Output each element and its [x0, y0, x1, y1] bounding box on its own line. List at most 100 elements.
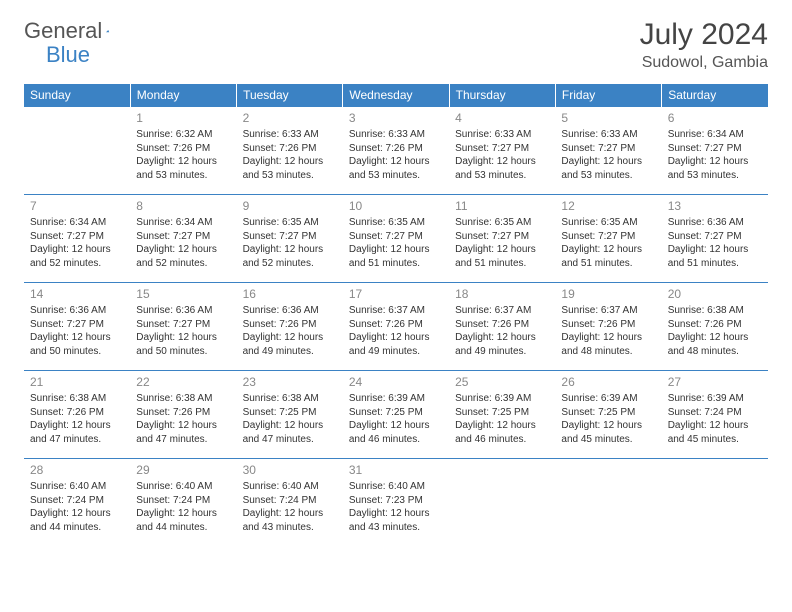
day-cell: 28Sunrise: 6:40 AMSunset: 7:24 PMDayligh… [24, 459, 130, 547]
daylight-text: Daylight: 12 hours and 53 minutes. [243, 155, 337, 182]
sunset-text: Sunset: 7:26 PM [243, 318, 337, 332]
daylight-text: Daylight: 12 hours and 53 minutes. [668, 155, 762, 182]
daylight-text: Daylight: 12 hours and 47 minutes. [136, 419, 230, 446]
daylight-text: Daylight: 12 hours and 51 minutes. [561, 243, 655, 270]
sunrise-text: Sunrise: 6:35 AM [243, 216, 337, 230]
day-number: 3 [349, 110, 443, 126]
daylight-text: Daylight: 12 hours and 44 minutes. [136, 507, 230, 534]
daylight-text: Daylight: 12 hours and 48 minutes. [561, 331, 655, 358]
daylight-text: Daylight: 12 hours and 46 minutes. [455, 419, 549, 446]
sunset-text: Sunset: 7:27 PM [349, 230, 443, 244]
day-cell: 15Sunrise: 6:36 AMSunset: 7:27 PMDayligh… [130, 283, 236, 371]
logo-text-2: Blue [46, 42, 90, 68]
day-number: 11 [455, 198, 549, 214]
sunset-text: Sunset: 7:27 PM [561, 142, 655, 156]
day-number: 18 [455, 286, 549, 302]
sunset-text: Sunset: 7:27 PM [561, 230, 655, 244]
day-cell: 5Sunrise: 6:33 AMSunset: 7:27 PMDaylight… [555, 107, 661, 195]
day-header-row: Sunday Monday Tuesday Wednesday Thursday… [24, 84, 768, 107]
day-cell: 30Sunrise: 6:40 AMSunset: 7:24 PMDayligh… [237, 459, 343, 547]
sunset-text: Sunset: 7:24 PM [136, 494, 230, 508]
sunset-text: Sunset: 7:26 PM [455, 318, 549, 332]
daylight-text: Daylight: 12 hours and 43 minutes. [243, 507, 337, 534]
sunset-text: Sunset: 7:26 PM [561, 318, 655, 332]
sunrise-text: Sunrise: 6:36 AM [136, 304, 230, 318]
daylight-text: Daylight: 12 hours and 48 minutes. [668, 331, 762, 358]
sunset-text: Sunset: 7:24 PM [243, 494, 337, 508]
daylight-text: Daylight: 12 hours and 53 minutes. [349, 155, 443, 182]
day-number: 23 [243, 374, 337, 390]
day-number: 6 [668, 110, 762, 126]
sunrise-text: Sunrise: 6:33 AM [455, 128, 549, 142]
day-number: 28 [30, 462, 124, 478]
day-number: 15 [136, 286, 230, 302]
logo-text-1: General [24, 18, 102, 44]
daylight-text: Daylight: 12 hours and 47 minutes. [30, 419, 124, 446]
sunset-text: Sunset: 7:26 PM [668, 318, 762, 332]
week-row: 28Sunrise: 6:40 AMSunset: 7:24 PMDayligh… [24, 459, 768, 547]
sunset-text: Sunset: 7:27 PM [243, 230, 337, 244]
day-number: 13 [668, 198, 762, 214]
day-cell: 23Sunrise: 6:38 AMSunset: 7:25 PMDayligh… [237, 371, 343, 459]
day-cell: 9 Sunrise: 6:35 AMSunset: 7:27 PMDaylight… [237, 195, 343, 283]
col-monday: Monday [130, 84, 236, 107]
logo-triangle-icon [106, 23, 109, 39]
sunrise-text: Sunrise: 6:39 AM [455, 392, 549, 406]
day-cell: 2Sunrise: 6:33 AMSunset: 7:26 PMDaylight… [237, 107, 343, 195]
day-number: 9 [243, 198, 337, 214]
day-number: 2 [243, 110, 337, 126]
day-number: 31 [349, 462, 443, 478]
day-cell [555, 459, 661, 547]
sunrise-text: Sunrise: 6:32 AM [136, 128, 230, 142]
daylight-text: Daylight: 12 hours and 50 minutes. [30, 331, 124, 358]
col-sunday: Sunday [24, 84, 130, 107]
sunrise-text: Sunrise: 6:33 AM [243, 128, 337, 142]
col-thursday: Thursday [449, 84, 555, 107]
sunrise-text: Sunrise: 6:37 AM [349, 304, 443, 318]
day-cell: 3Sunrise: 6:33 AMSunset: 7:26 PMDaylight… [343, 107, 449, 195]
day-cell: 21Sunrise: 6:38 AMSunset: 7:26 PMDayligh… [24, 371, 130, 459]
sunset-text: Sunset: 7:24 PM [30, 494, 124, 508]
sunrise-text: Sunrise: 6:35 AM [349, 216, 443, 230]
day-number: 26 [561, 374, 655, 390]
day-number: 4 [455, 110, 549, 126]
sunrise-text: Sunrise: 6:38 AM [668, 304, 762, 318]
day-number: 8 [136, 198, 230, 214]
sunset-text: Sunset: 7:27 PM [668, 142, 762, 156]
daylight-text: Daylight: 12 hours and 49 minutes. [349, 331, 443, 358]
sunset-text: Sunset: 7:27 PM [455, 230, 549, 244]
sunrise-text: Sunrise: 6:39 AM [668, 392, 762, 406]
col-tuesday: Tuesday [237, 84, 343, 107]
sunset-text: Sunset: 7:27 PM [30, 318, 124, 332]
daylight-text: Daylight: 12 hours and 43 minutes. [349, 507, 443, 534]
day-cell: 11Sunrise: 6:35 AMSunset: 7:27 PMDayligh… [449, 195, 555, 283]
sunrise-text: Sunrise: 6:33 AM [561, 128, 655, 142]
daylight-text: Daylight: 12 hours and 51 minutes. [668, 243, 762, 270]
sunrise-text: Sunrise: 6:36 AM [243, 304, 337, 318]
sunrise-text: Sunrise: 6:37 AM [455, 304, 549, 318]
sunrise-text: Sunrise: 6:38 AM [136, 392, 230, 406]
week-row: 7Sunrise: 6:34 AMSunset: 7:27 PMDaylight… [24, 195, 768, 283]
sunset-text: Sunset: 7:27 PM [30, 230, 124, 244]
week-row: 1Sunrise: 6:32 AMSunset: 7:26 PMDaylight… [24, 107, 768, 195]
day-cell: 6Sunrise: 6:34 AMSunset: 7:27 PMDaylight… [662, 107, 768, 195]
daylight-text: Daylight: 12 hours and 52 minutes. [136, 243, 230, 270]
sunset-text: Sunset: 7:27 PM [136, 230, 230, 244]
header: General July 2024 Sudowol, Gambia [24, 18, 768, 72]
day-number: 19 [561, 286, 655, 302]
day-number: 7 [30, 198, 124, 214]
sunset-text: Sunset: 7:25 PM [243, 406, 337, 420]
title-block: July 2024 Sudowol, Gambia [640, 18, 768, 72]
day-number: 12 [561, 198, 655, 214]
col-wednesday: Wednesday [343, 84, 449, 107]
sunset-text: Sunset: 7:27 PM [668, 230, 762, 244]
sunrise-text: Sunrise: 6:39 AM [349, 392, 443, 406]
sunrise-text: Sunrise: 6:34 AM [30, 216, 124, 230]
sunrise-text: Sunrise: 6:39 AM [561, 392, 655, 406]
day-number: 21 [30, 374, 124, 390]
daylight-text: Daylight: 12 hours and 52 minutes. [243, 243, 337, 270]
week-row: 21Sunrise: 6:38 AMSunset: 7:26 PMDayligh… [24, 371, 768, 459]
daylight-text: Daylight: 12 hours and 53 minutes. [136, 155, 230, 182]
calendar-table: Sunday Monday Tuesday Wednesday Thursday… [24, 84, 768, 547]
sunset-text: Sunset: 7:23 PM [349, 494, 443, 508]
